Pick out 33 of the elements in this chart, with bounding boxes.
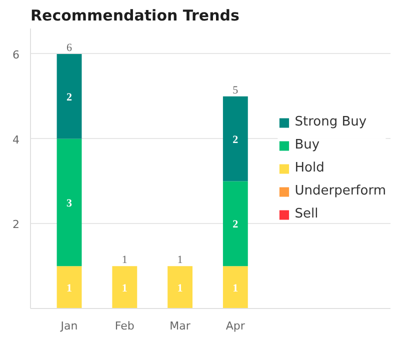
legend-label: Strong Buy (294, 114, 367, 130)
data-label: 1 (122, 282, 128, 294)
data-label: 1 (66, 282, 72, 294)
bar (56, 54, 82, 139)
data-label: 2 (232, 134, 239, 146)
chart-title: Recommendation Trends (30, 6, 240, 24)
bar (168, 266, 192, 308)
x-tick-label: Feb (114, 320, 134, 332)
legend-label: Buy (294, 138, 320, 152)
data-label: 2 (66, 91, 73, 104)
total-label: 5 (232, 84, 239, 96)
legend-label: Hold (294, 160, 324, 176)
bar (222, 96, 248, 182)
y-tick-label: 2 (12, 218, 20, 232)
bar (222, 181, 248, 266)
bar (56, 266, 82, 308)
y-tick-label: 6 (12, 48, 20, 62)
data-label: 1 (177, 282, 183, 294)
total-label: 6 (66, 42, 73, 54)
bar (222, 266, 248, 308)
legend-label: Underperform (294, 184, 386, 198)
total-label: 1 (122, 254, 128, 266)
total-label: 1 (177, 254, 183, 266)
data-label: 2 (232, 218, 239, 231)
legend-label: Sell (294, 206, 318, 222)
bar (112, 266, 138, 308)
x-tick-label: Jan (60, 320, 78, 332)
bar (56, 138, 82, 266)
x-tick-label: Apr (226, 320, 246, 332)
x-tick-label: Mar (170, 320, 191, 332)
data-label: 3 (66, 197, 73, 210)
data-label: 1 (232, 282, 238, 294)
y-tick-label: 4 (12, 133, 20, 146)
